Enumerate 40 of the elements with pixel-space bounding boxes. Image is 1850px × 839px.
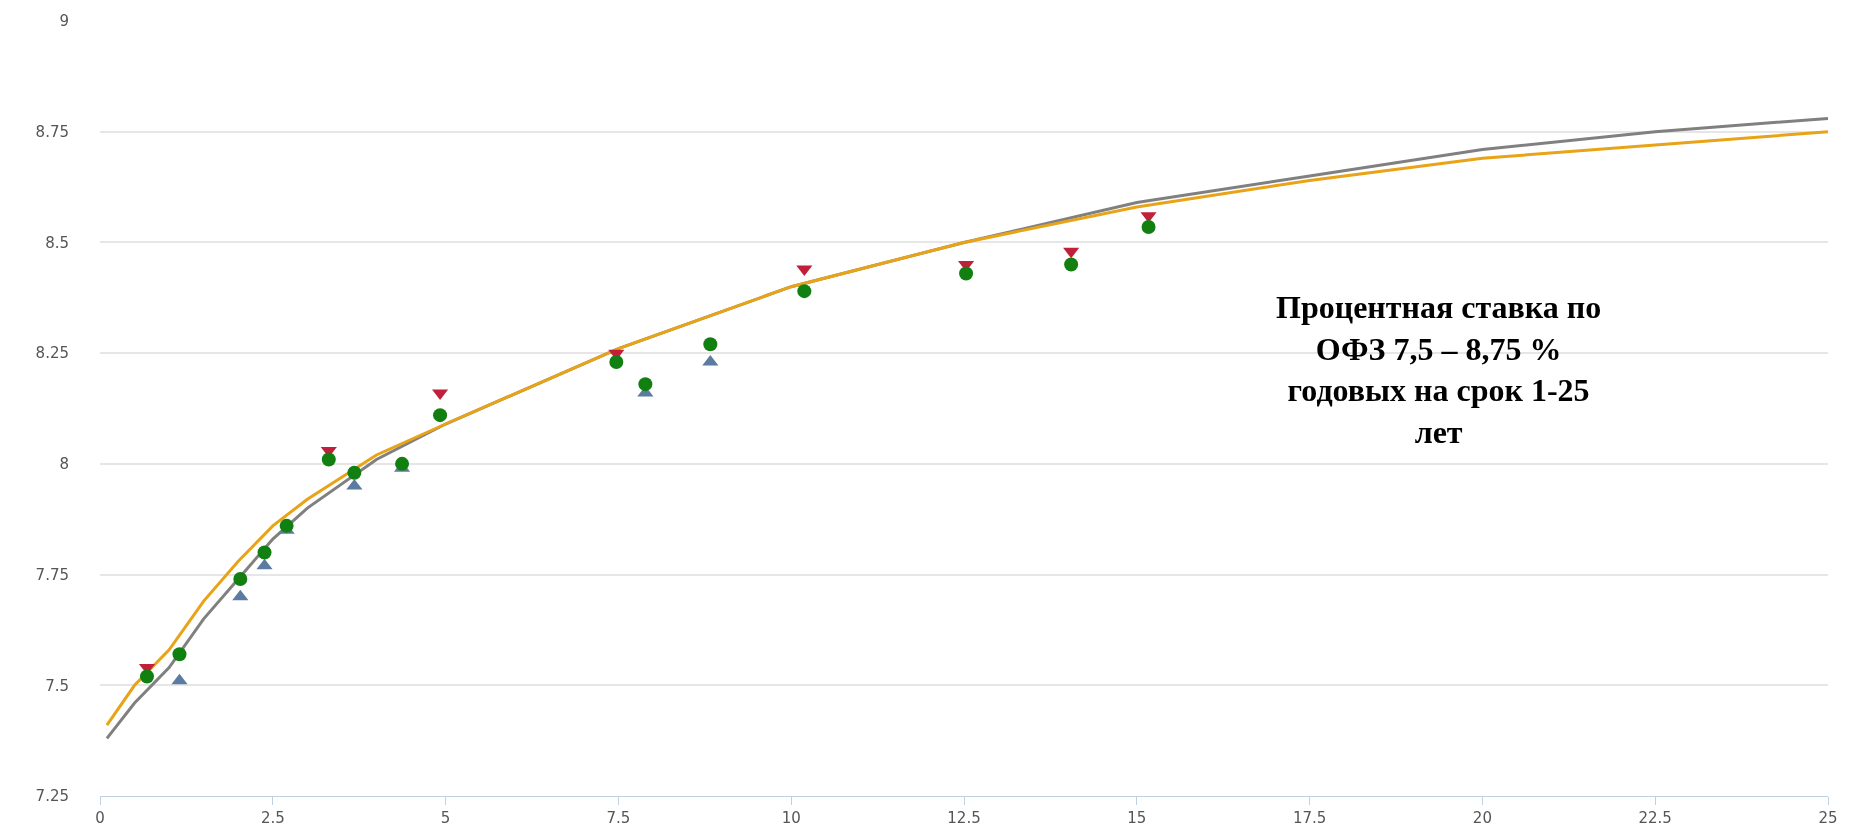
point <box>433 408 448 423</box>
y-tick-label: 8.75 <box>35 122 69 141</box>
y-tick-label: 9 <box>59 12 69 31</box>
x-tick-label: 20 <box>1472 809 1492 827</box>
point <box>797 284 812 299</box>
point <box>232 589 249 601</box>
x-tick-label: 0 <box>95 809 105 827</box>
point <box>233 572 248 586</box>
y-tick-label: 7.75 <box>35 565 69 584</box>
point <box>703 337 718 352</box>
y-tick-label: 8.25 <box>35 344 69 363</box>
point <box>395 456 410 471</box>
x-tick-label: 25 <box>1818 809 1838 827</box>
point <box>609 355 624 369</box>
point <box>1063 247 1080 259</box>
annotation: Процентная ставка по ОФЗ 7,5 – 8,75 % годовых на срок 1-25 лет <box>1276 289 1602 450</box>
point <box>172 647 187 662</box>
point <box>1141 219 1156 234</box>
x-tick-label: 5 <box>440 809 451 827</box>
point <box>140 669 154 684</box>
point <box>959 266 974 281</box>
point <box>279 518 294 533</box>
x-tick-label: 15 <box>1127 809 1147 827</box>
x-tick-label: 2.5 <box>260 809 285 827</box>
point <box>171 673 188 685</box>
x-tick-label: 22.5 <box>1638 809 1672 827</box>
x-tick-label: 17.5 <box>1292 809 1327 827</box>
y-tick-label: 8.5 <box>45 233 69 252</box>
point <box>1064 257 1079 272</box>
point <box>347 465 362 480</box>
y-tick-label: 7.5 <box>45 676 69 695</box>
point <box>256 558 273 570</box>
x-tick-label: 10 <box>781 809 801 827</box>
point <box>257 545 272 560</box>
point <box>638 377 653 392</box>
x-tick-label: 12.5 <box>947 809 981 827</box>
y-tick-label: 7.25 <box>35 787 69 806</box>
x-tick-label: 7.5 <box>606 809 631 827</box>
point <box>321 452 336 467</box>
y-tick-label: 8 <box>59 455 69 474</box>
